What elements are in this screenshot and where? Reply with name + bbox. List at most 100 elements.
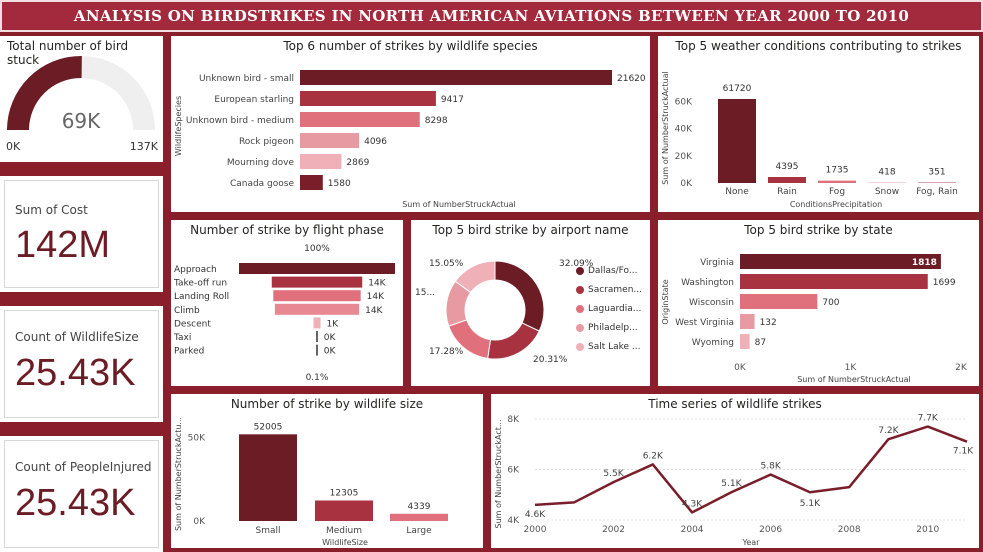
ts-data-label: 4.6K [525, 510, 546, 520]
ts-data-label: 7.1K [953, 447, 974, 457]
species-category-label: European starling [214, 95, 294, 105]
phase-category-label: Landing Roll [174, 292, 229, 302]
weather-y-tick: 60K [675, 97, 693, 107]
gauge-panel[interactable]: Total number of bird stuck 69K 0K 137K [0, 36, 163, 162]
weather-y-tick: 0K [680, 179, 693, 189]
weather-x-axis-title: ConditionsPrecipitation [790, 200, 882, 209]
species-bar [300, 133, 360, 148]
state-data-label: 87 [755, 338, 766, 348]
weather-category-label: None [725, 187, 749, 197]
state-y-axis-title: OriginState [661, 279, 670, 324]
ts-data-label: 5.1K [800, 499, 821, 509]
ts-x-tick: 2006 [759, 525, 782, 535]
phase-category-label: Climb [174, 306, 200, 316]
ts-data-label: 6.2K [643, 451, 664, 461]
airport-legend-item[interactable]: Laguardia... [576, 304, 641, 314]
kpi-card-cost[interactable]: Sum of Cost 142M [0, 176, 163, 292]
kpi-card-people-injured[interactable]: Count of PeopleInjured 25.43K [0, 436, 163, 552]
species-chart-panel[interactable]: Top 6 number of strikes by wildlife spec… [171, 36, 650, 212]
weather-category-label: Fog [829, 187, 845, 197]
species-data-label: 2869 [346, 158, 369, 168]
species-category-label: Unknown bird - medium [186, 116, 294, 126]
size-bar-chart: 0K 50K 52005 Small 12305 Medium 4339 Large Wildl… [174, 417, 448, 547]
weather-category-label: Rain [777, 187, 797, 197]
species-data-label: 21620 [617, 74, 646, 84]
state-x-axis-title: Sum of NumberStruckActual [797, 375, 911, 384]
ts-y-tick: 4K [507, 516, 520, 526]
ts-x-tick: 2004 [681, 525, 704, 535]
species-y-axis-title: WildlifeSpecies [174, 96, 183, 156]
airport-data-label: 32.09% [559, 259, 594, 269]
airport-legend-item[interactable]: Dallas/Fo... [576, 266, 637, 276]
legend-dot-icon [576, 267, 584, 275]
phase-data-label: 14K [365, 306, 383, 316]
state-bar [740, 254, 941, 269]
ts-y-tick: 8K [507, 415, 520, 425]
species-data-label: 9417 [441, 95, 464, 105]
phase-chart-panel[interactable]: Number of strike by flight phase 100% App… [171, 220, 403, 386]
weather-bar [868, 182, 906, 183]
phase-chart-title: Number of strike by flight phase [190, 223, 384, 237]
airport-legend-item[interactable]: Salt Lake ... [576, 342, 641, 352]
kpi-value-wildlife-size: 25.43K [15, 352, 136, 394]
weather-y-tick: 20K [675, 152, 693, 162]
ts-y-tick: 6K [507, 466, 520, 476]
phase-bar [271, 276, 363, 288]
state-category-label: Wyoming [692, 338, 734, 348]
ts-series-line [534, 425, 968, 514]
species-chart-title: Top 6 number of strikes by wildlife spec… [283, 39, 538, 53]
dashboard-header: ANALYSIS ON BIRDSTRIKES IN NORTH AMERICA… [0, 0, 983, 32]
phase-bar [313, 317, 321, 329]
airport-chart-title: Top 5 bird strike by airport name [432, 223, 629, 237]
gauge-max-label: 137K [130, 140, 159, 153]
size-chart-panel[interactable]: Number of strike by wildlife size 0K 50K 5… [171, 394, 483, 548]
state-data-label: 132 [760, 318, 777, 328]
legend-dot-icon [576, 324, 584, 332]
kpi-card-wildlife-size[interactable]: Count of WildlifeSize 25.43K [0, 306, 163, 422]
size-category-label: Large [406, 526, 432, 536]
species-data-label: 8298 [425, 116, 448, 126]
weather-data-label: 351 [928, 168, 945, 178]
size-category-label: Small [256, 526, 281, 536]
state-chart-title: Top 5 bird strike by state [744, 223, 893, 237]
species-category-label: Canada goose [230, 179, 295, 189]
ts-y-axis-title: Sum of NumberStruckAct... [494, 420, 503, 529]
ts-data-label: 7.7K [918, 414, 939, 424]
phase-funnel-chart: 100% Approach Take-off run 14K Landing Roll 1… [173, 244, 395, 383]
kpi-label-cost: Sum of Cost [15, 203, 88, 217]
ts-x-tick: 2002 [602, 525, 625, 535]
timeseries-chart-panel[interactable]: Time series of wildlife strikes 4K 6K 8K 20… [491, 394, 979, 548]
species-bar [300, 112, 420, 127]
species-category-label: Unknown bird - small [199, 74, 294, 84]
weather-data-label: 61720 [723, 84, 752, 94]
airport-data-label: 15... [415, 288, 435, 298]
airport-chart-panel[interactable]: Top 5 bird strike by airport name 32.09%… [411, 220, 650, 386]
gauge-value-label: 69K [62, 109, 101, 133]
ts-x-tick: 2008 [838, 525, 861, 535]
airport-legend-item[interactable]: Philadelp... [576, 323, 638, 333]
weather-bar [818, 180, 856, 183]
species-bar [300, 154, 342, 169]
state-chart-panel[interactable]: Top 5 bird strike by state Virginia 1818 W… [658, 220, 979, 386]
phase-category-label: Descent [174, 319, 211, 329]
state-x-tick: 2K [955, 363, 968, 373]
phase-top-label: 100% [304, 244, 330, 254]
species-bar [300, 175, 323, 190]
legend-dot-icon [576, 305, 584, 313]
airport-legend-label: Sacramen... [588, 285, 642, 295]
size-y-tick: 0K [193, 517, 206, 527]
phase-category-label: Parked [174, 347, 204, 357]
phase-bottom-label: 0.1% [306, 373, 329, 383]
airport-legend-item[interactable]: Sacramen... [576, 285, 642, 295]
phase-category-label: Take-off run [173, 279, 227, 289]
state-category-label: Wisconsin [689, 298, 734, 308]
legend-dot-icon [576, 286, 584, 294]
state-data-label: 700 [822, 298, 839, 308]
phase-data-label: 0K [324, 347, 337, 357]
ts-data-label: 7.2K [878, 426, 899, 436]
weather-chart-panel[interactable]: Top 5 weather conditions contributing to… [658, 36, 979, 212]
species-bar [300, 70, 612, 85]
phase-data-label: 0K [324, 333, 337, 343]
airport-legend-label: Laguardia... [588, 304, 642, 314]
airport-data-label: 17.28% [429, 347, 464, 357]
